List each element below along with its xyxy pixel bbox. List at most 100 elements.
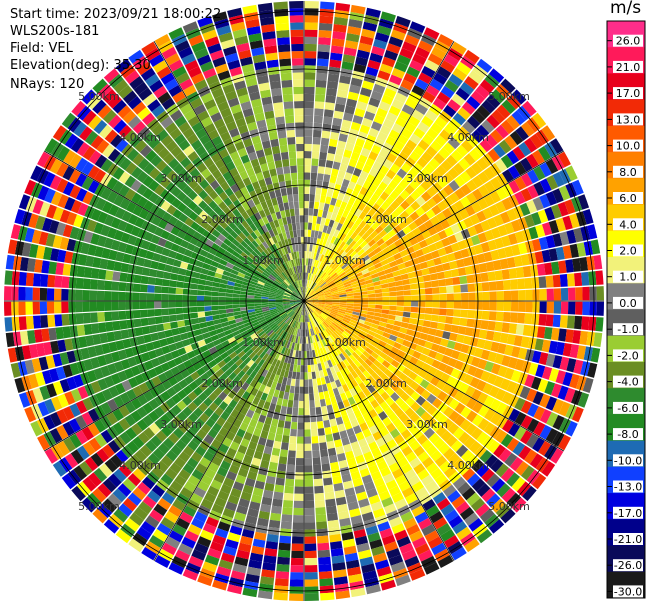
velocity-gate <box>333 569 347 578</box>
velocity-gate <box>431 233 441 243</box>
velocity-gate <box>506 333 516 345</box>
velocity-gate <box>274 316 281 322</box>
velocity-gate <box>315 309 322 315</box>
velocity-gate <box>472 188 484 201</box>
velocity-gate <box>150 234 161 245</box>
velocity-gate <box>330 131 340 141</box>
velocity-gate <box>136 335 146 345</box>
velocity-gate <box>500 433 514 448</box>
velocity-gate <box>273 1 288 10</box>
velocity-gate <box>286 333 292 341</box>
velocity-gate <box>222 83 236 95</box>
velocity-gate <box>277 289 285 294</box>
velocity-gate <box>558 401 571 417</box>
velocity-gate <box>55 262 65 275</box>
velocity-gate <box>292 244 297 253</box>
velocity-gate <box>339 296 347 300</box>
velocity-gate <box>289 284 295 291</box>
velocity-gate <box>471 175 484 188</box>
velocity-gate <box>252 105 264 115</box>
velocity-gate <box>217 263 226 271</box>
velocity-gate <box>261 260 269 268</box>
velocity-gate <box>533 406 546 421</box>
velocity-gate <box>204 290 212 296</box>
velocity-gate <box>330 311 338 316</box>
velocity-gate <box>409 211 420 221</box>
velocity-gate <box>188 211 199 221</box>
velocity-gate <box>254 381 262 390</box>
velocity-gate <box>157 372 168 383</box>
velocity-gate <box>260 407 269 417</box>
velocity-gate <box>361 232 370 241</box>
velocity-gate <box>415 395 426 406</box>
velocity-gate <box>518 242 528 255</box>
velocity-gate <box>232 110 244 121</box>
velocity-gate <box>253 142 263 152</box>
velocity-gate <box>277 463 287 472</box>
velocity-gate <box>168 376 178 387</box>
velocity-gate <box>138 343 148 354</box>
velocity-gate <box>240 101 252 111</box>
velocity-gate <box>332 275 340 282</box>
velocity-gate <box>370 273 379 279</box>
velocity-gate <box>161 279 170 287</box>
velocity-gate <box>270 262 277 270</box>
velocity-gate <box>292 522 304 530</box>
velocity-gate <box>297 299 304 301</box>
velocity-gate <box>354 367 363 376</box>
velocity-gate <box>207 485 220 497</box>
velocity-gate <box>359 265 368 272</box>
velocity-gate <box>400 392 410 402</box>
velocity-gate <box>270 272 278 279</box>
velocity-gate <box>256 314 264 319</box>
velocity-gate <box>170 349 180 359</box>
velocity-gate <box>353 359 362 368</box>
velocity-gate <box>357 391 366 400</box>
velocity-gate <box>371 447 382 458</box>
velocity-gate <box>333 356 340 365</box>
velocity-gate <box>313 284 319 291</box>
velocity-gate <box>126 389 137 401</box>
velocity-gate <box>405 139 417 151</box>
velocity-gate <box>514 230 525 244</box>
velocity-gate <box>405 493 418 505</box>
velocity-gate <box>348 464 359 474</box>
velocity-gate <box>330 309 338 314</box>
velocity-gate <box>335 315 344 321</box>
velocity-gate <box>348 128 359 138</box>
velocity-gate <box>324 307 332 312</box>
velocity-gate <box>410 289 419 296</box>
velocity-gate <box>112 320 121 331</box>
velocity-gate <box>375 197 385 207</box>
velocity-gate <box>120 262 130 273</box>
velocity-gate <box>232 384 241 394</box>
velocity-gate <box>416 434 428 446</box>
velocity-gate <box>242 364 250 374</box>
velocity-gate <box>378 490 391 501</box>
velocity-gate <box>139 301 148 310</box>
velocity-gate <box>242 484 254 495</box>
velocity-gate <box>59 236 70 250</box>
velocity-gate <box>44 138 58 154</box>
velocity-gate <box>476 463 490 478</box>
velocity-gate <box>268 364 275 373</box>
velocity-gate <box>256 473 267 483</box>
velocity-gate <box>240 154 250 164</box>
velocity-gate <box>325 397 332 406</box>
velocity-gate <box>308 321 312 329</box>
velocity-gate <box>527 169 540 184</box>
velocity-gate <box>168 250 178 259</box>
velocity-gate <box>341 119 352 129</box>
velocity-gate <box>221 321 230 328</box>
velocity-gate <box>304 243 307 252</box>
velocity-gate <box>214 238 223 247</box>
velocity-gate <box>162 271 172 280</box>
velocity-gate <box>219 259 228 266</box>
velocity-gate <box>539 194 551 209</box>
velocity-gate <box>361 563 376 574</box>
velocity-gate <box>259 243 267 251</box>
velocity-gate <box>304 365 308 373</box>
velocity-gate <box>399 382 410 392</box>
velocity-gate <box>399 327 408 334</box>
velocity-gate <box>309 201 315 209</box>
